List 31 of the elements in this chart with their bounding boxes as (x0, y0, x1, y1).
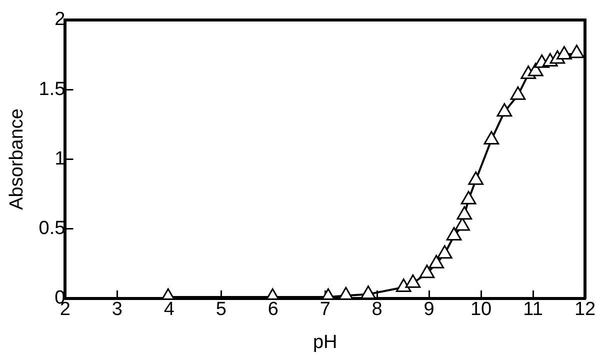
y-axis-title: Absorbance (6, 108, 28, 210)
y-tick-label: 1 (54, 148, 66, 170)
x-tick-label: 4 (164, 299, 175, 320)
x-tick-label: 12 (574, 299, 596, 320)
x-axis-title: pH (312, 332, 338, 353)
x-tick-label: 10 (470, 299, 492, 320)
x-tick-label: 3 (112, 299, 122, 320)
y-tick-label: 2 (54, 9, 66, 30)
x-tick-label: 9 (424, 299, 434, 320)
point (436, 245, 452, 259)
point (460, 190, 476, 204)
y-tick-label: 1.5 (38, 78, 66, 100)
x-tick-label: 5 (216, 299, 226, 320)
point (456, 206, 472, 220)
point (360, 285, 376, 298)
point (569, 44, 584, 58)
point (405, 274, 421, 288)
point (446, 227, 462, 241)
x-tick-label: 8 (372, 299, 382, 320)
point (419, 264, 435, 278)
point (484, 130, 500, 144)
point (496, 103, 512, 117)
point (510, 86, 526, 100)
point (556, 46, 572, 60)
point (428, 254, 444, 268)
x-tick-label: 11 (523, 299, 543, 320)
x-tick-label: 7 (320, 299, 330, 320)
x-tick-label: 6 (268, 299, 278, 320)
point (396, 278, 412, 292)
point (468, 171, 484, 185)
y-tick-label: 0.5 (38, 218, 66, 240)
